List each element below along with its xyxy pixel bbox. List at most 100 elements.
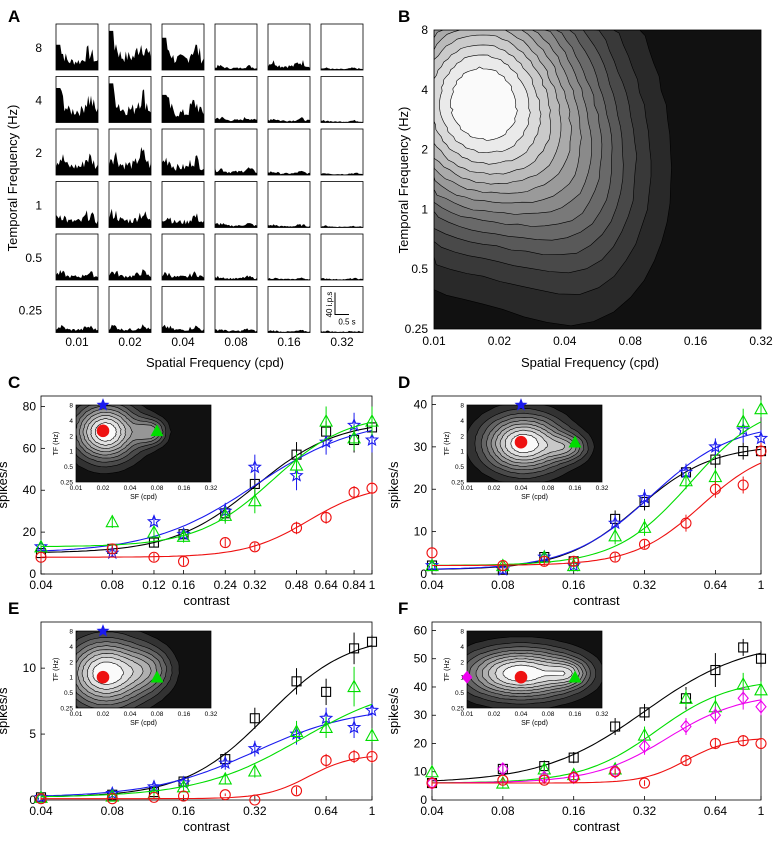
panel-letter-a: A xyxy=(8,7,20,26)
panel-f-point-black-7 xyxy=(710,664,721,676)
panel-e-point-blue-9 xyxy=(364,702,380,717)
panel-c-point-red-3 xyxy=(178,555,190,567)
panel-e-inset-ytick-0: 0.25 xyxy=(60,706,73,713)
panel-f-inset-xlabel: SF (cpd) xyxy=(521,720,548,727)
panel-f-point-red-8 xyxy=(737,735,749,747)
panel-e-inset-ytick-5: 8 xyxy=(69,629,73,636)
tf-label-3: 1 xyxy=(35,199,42,213)
panel-e-xlabel: contrast xyxy=(183,819,230,834)
psth-histogram-r3-c4 xyxy=(268,224,310,228)
panel-d-point-red-0 xyxy=(426,547,438,559)
psth-cell-r0-c5 xyxy=(320,23,364,71)
psth-histogram-r1-c1 xyxy=(109,83,151,123)
panel-e-xtick-3: 0.32 xyxy=(243,804,267,818)
psth-cell-r5-c0 xyxy=(55,286,99,333)
panel-e-point-red-6 xyxy=(290,785,303,797)
panel-f-point-red-7 xyxy=(709,737,721,750)
panel-f-point-red-3 xyxy=(568,771,580,783)
panel-d-xlabel: contrast xyxy=(573,593,620,608)
panel-c-fit-red xyxy=(41,492,373,558)
psth-histogram-r5-c3 xyxy=(215,328,257,333)
panel-d-point-blue-5 xyxy=(637,490,652,504)
sf-label-4: 0.16 xyxy=(277,335,301,349)
panel-f-point-red-1 xyxy=(497,774,509,786)
psth-cell-r3-c4 xyxy=(267,181,311,228)
panel-f-inset-xtick-1: 0.02 xyxy=(488,711,501,718)
panel-d-point-green-8 xyxy=(736,414,751,427)
panel-e-inset-ytick-4: 4 xyxy=(69,644,73,651)
psth-cell-r2-c3 xyxy=(214,128,258,176)
panel-b-ylabel: Temporal Frequency (Hz) xyxy=(396,107,411,254)
panel-c-point-red-9 xyxy=(366,482,378,494)
panel-d-contrast-response: 0.04 0.08 0.16 0.32 0.64 1010203040contrastsp… xyxy=(386,395,769,608)
panel-c-inset-ytick-2: 1 xyxy=(69,449,73,456)
panel-f-inset-ytick-2: 1 xyxy=(460,675,464,682)
panel-c-inset-ytick-1: 0.5 xyxy=(64,464,73,471)
panel-a-psth-grid: 8 4 2 1 0.5 0.25 0.01 0.02 0.04 0.08 0.16 0.32 40 i.… xyxy=(19,23,364,349)
panel-c-point-green-9 xyxy=(365,413,379,427)
panel-e-fit-red xyxy=(41,756,373,800)
panel-b-contour-map: 0.01 0.02 0.04 0.08 0.16 0.32 0.25 0.5 1 2 4 8 xyxy=(405,23,773,348)
panel-c-inset-xlabel: SF (cpd) xyxy=(130,494,157,501)
panel-e-point-red-2 xyxy=(148,791,160,803)
panel-f-inset-ylabel: TF (Hz) xyxy=(444,658,451,682)
panel-e-point-black-5 xyxy=(249,713,260,724)
panel-c-fit-green xyxy=(41,421,373,548)
psth-histogram-r3-c0 xyxy=(56,210,98,228)
panel-b-xtick-5: 0.32 xyxy=(749,334,773,348)
panel-c-xtick-0: 0.04 xyxy=(29,578,53,592)
sf-label-1: 0.02 xyxy=(118,335,142,349)
panel-f-contrast-response: 0.04 0.08 0.16 0.32 0.64 10102030405060contra… xyxy=(386,621,768,834)
psth-cell-r4-c3 xyxy=(214,233,258,281)
panel-letter-c: C xyxy=(8,373,20,392)
panel-d-inset-contours xyxy=(467,405,602,482)
panel-letter-e: E xyxy=(8,599,19,618)
panel-f-point-green-9 xyxy=(754,682,768,696)
panel-f-xtick-0: 0.04 xyxy=(420,804,444,818)
panel-c-ytick-2: 40 xyxy=(23,483,37,497)
sf-label-5: 0.32 xyxy=(330,335,354,349)
panel-d-inset-ytick-3: 2 xyxy=(460,433,464,440)
panel-d-inset-ytick-2: 1 xyxy=(460,449,464,456)
panel-d-point-green-5 xyxy=(637,520,652,533)
panel-c-xtick-5: 0.32 xyxy=(243,578,267,592)
panel-f-point-red-9 xyxy=(755,737,767,750)
panel-d-point-red-5 xyxy=(638,538,651,550)
panel-c-inset-frame xyxy=(75,404,212,483)
panel-c-inset-marker-green xyxy=(150,424,164,437)
panel-c-point-red-8 xyxy=(348,486,360,498)
psth-histogram-r4-c1 xyxy=(109,269,151,280)
panel-e-point-green-9 xyxy=(365,728,379,741)
panel-d-inset-marker-green xyxy=(568,435,582,448)
panel-d-inset-ytick-5: 8 xyxy=(460,403,464,410)
panel-c-point-green-5 xyxy=(247,493,262,507)
panel-d-xtick-3: 0.32 xyxy=(633,578,657,592)
panel-d-ytick-3: 30 xyxy=(414,440,428,454)
psth-histogram-r5-c5 xyxy=(321,330,363,333)
panel-f-inset-contours xyxy=(467,631,602,708)
panel-f-inset-xtick-3: 0.08 xyxy=(542,711,555,718)
panel-d-ytick-2: 20 xyxy=(414,482,428,496)
panel-b-contours xyxy=(434,30,761,329)
panel-e-ylabel: spikes/s xyxy=(0,687,10,734)
panel-e-inset-ytick-3: 2 xyxy=(69,659,73,666)
panel-c-inset-ytick-5: 8 xyxy=(69,403,73,410)
panel-e-point-green-3 xyxy=(176,779,191,793)
panel-f-point-black-3 xyxy=(568,752,579,763)
panel-c-ytick-0: 0 xyxy=(29,567,36,581)
panel-d-xtick-0: 0.04 xyxy=(420,578,444,592)
panel-e-xtick-2: 0.16 xyxy=(172,804,196,818)
panel-f-fit-red xyxy=(432,738,762,784)
panel-e-inset-xtick-4: 0.16 xyxy=(178,711,191,718)
panel-f-xtick-4: 0.64 xyxy=(704,804,728,818)
panel-c-inset-marker-blue xyxy=(96,398,110,411)
psth-histogram-r5-c0 xyxy=(56,324,98,333)
panel-c-point-red-7 xyxy=(320,511,332,524)
panel-f-point-red-0 xyxy=(426,777,438,789)
panel-e-point-green-7 xyxy=(319,720,334,734)
panel-f-inset-marker-red xyxy=(514,670,528,684)
psth-histogram-r2-c3 xyxy=(215,167,257,175)
panel-e-point-green-4 xyxy=(218,771,233,785)
panel-e-inset-ytick-1: 0.5 xyxy=(64,690,73,697)
